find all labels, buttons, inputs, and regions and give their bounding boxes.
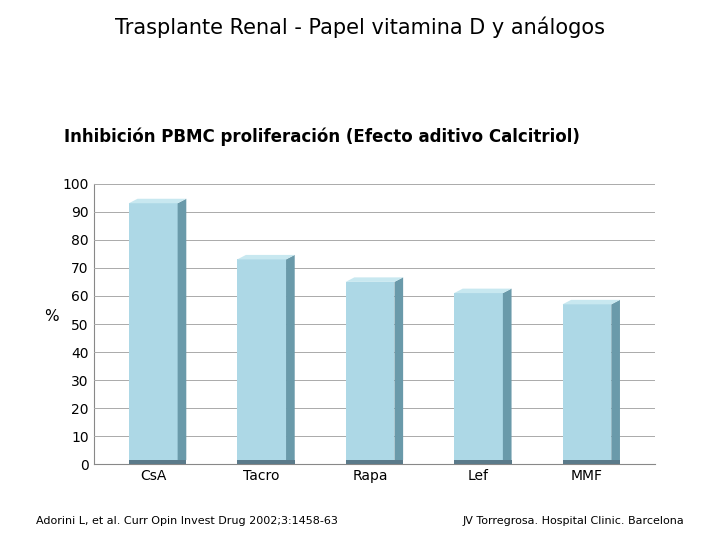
Bar [238, 259, 286, 464]
Text: Inhibición PBMC proliferación (Efecto aditivo Calcitriol): Inhibición PBMC proliferación (Efecto ad… [64, 127, 580, 146]
Bar [129, 203, 178, 464]
Bar [346, 282, 395, 464]
Polygon shape [286, 255, 294, 464]
Y-axis label: %: % [44, 309, 58, 324]
Polygon shape [562, 300, 620, 305]
Polygon shape [178, 199, 186, 464]
Bar [129, 460, 186, 464]
Bar [562, 460, 620, 464]
Polygon shape [611, 300, 620, 464]
Bar [454, 293, 503, 464]
Text: JV Torregrosa. Hospital Clinic. Barcelona: JV Torregrosa. Hospital Clinic. Barcelon… [462, 516, 684, 526]
Polygon shape [238, 255, 294, 259]
Polygon shape [454, 288, 511, 293]
Polygon shape [129, 199, 186, 203]
Bar [454, 460, 511, 464]
Bar [346, 460, 403, 464]
Polygon shape [395, 278, 403, 464]
Bar [238, 460, 294, 464]
Text: Adorini L, et al. Curr Opin Invest Drug 2002;3:1458-63: Adorini L, et al. Curr Opin Invest Drug … [36, 516, 338, 526]
Polygon shape [346, 278, 403, 282]
Text: Trasplante Renal - Papel vitamina D y análogos: Trasplante Renal - Papel vitamina D y an… [115, 16, 605, 38]
Polygon shape [503, 288, 511, 464]
Bar [562, 305, 611, 464]
